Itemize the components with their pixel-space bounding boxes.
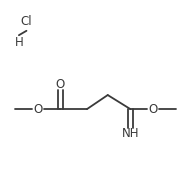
Text: O: O bbox=[33, 103, 42, 116]
Text: NH: NH bbox=[122, 127, 139, 140]
Text: Cl: Cl bbox=[21, 15, 32, 28]
Text: O: O bbox=[149, 103, 158, 116]
Text: H: H bbox=[15, 36, 23, 49]
Text: O: O bbox=[56, 78, 65, 91]
